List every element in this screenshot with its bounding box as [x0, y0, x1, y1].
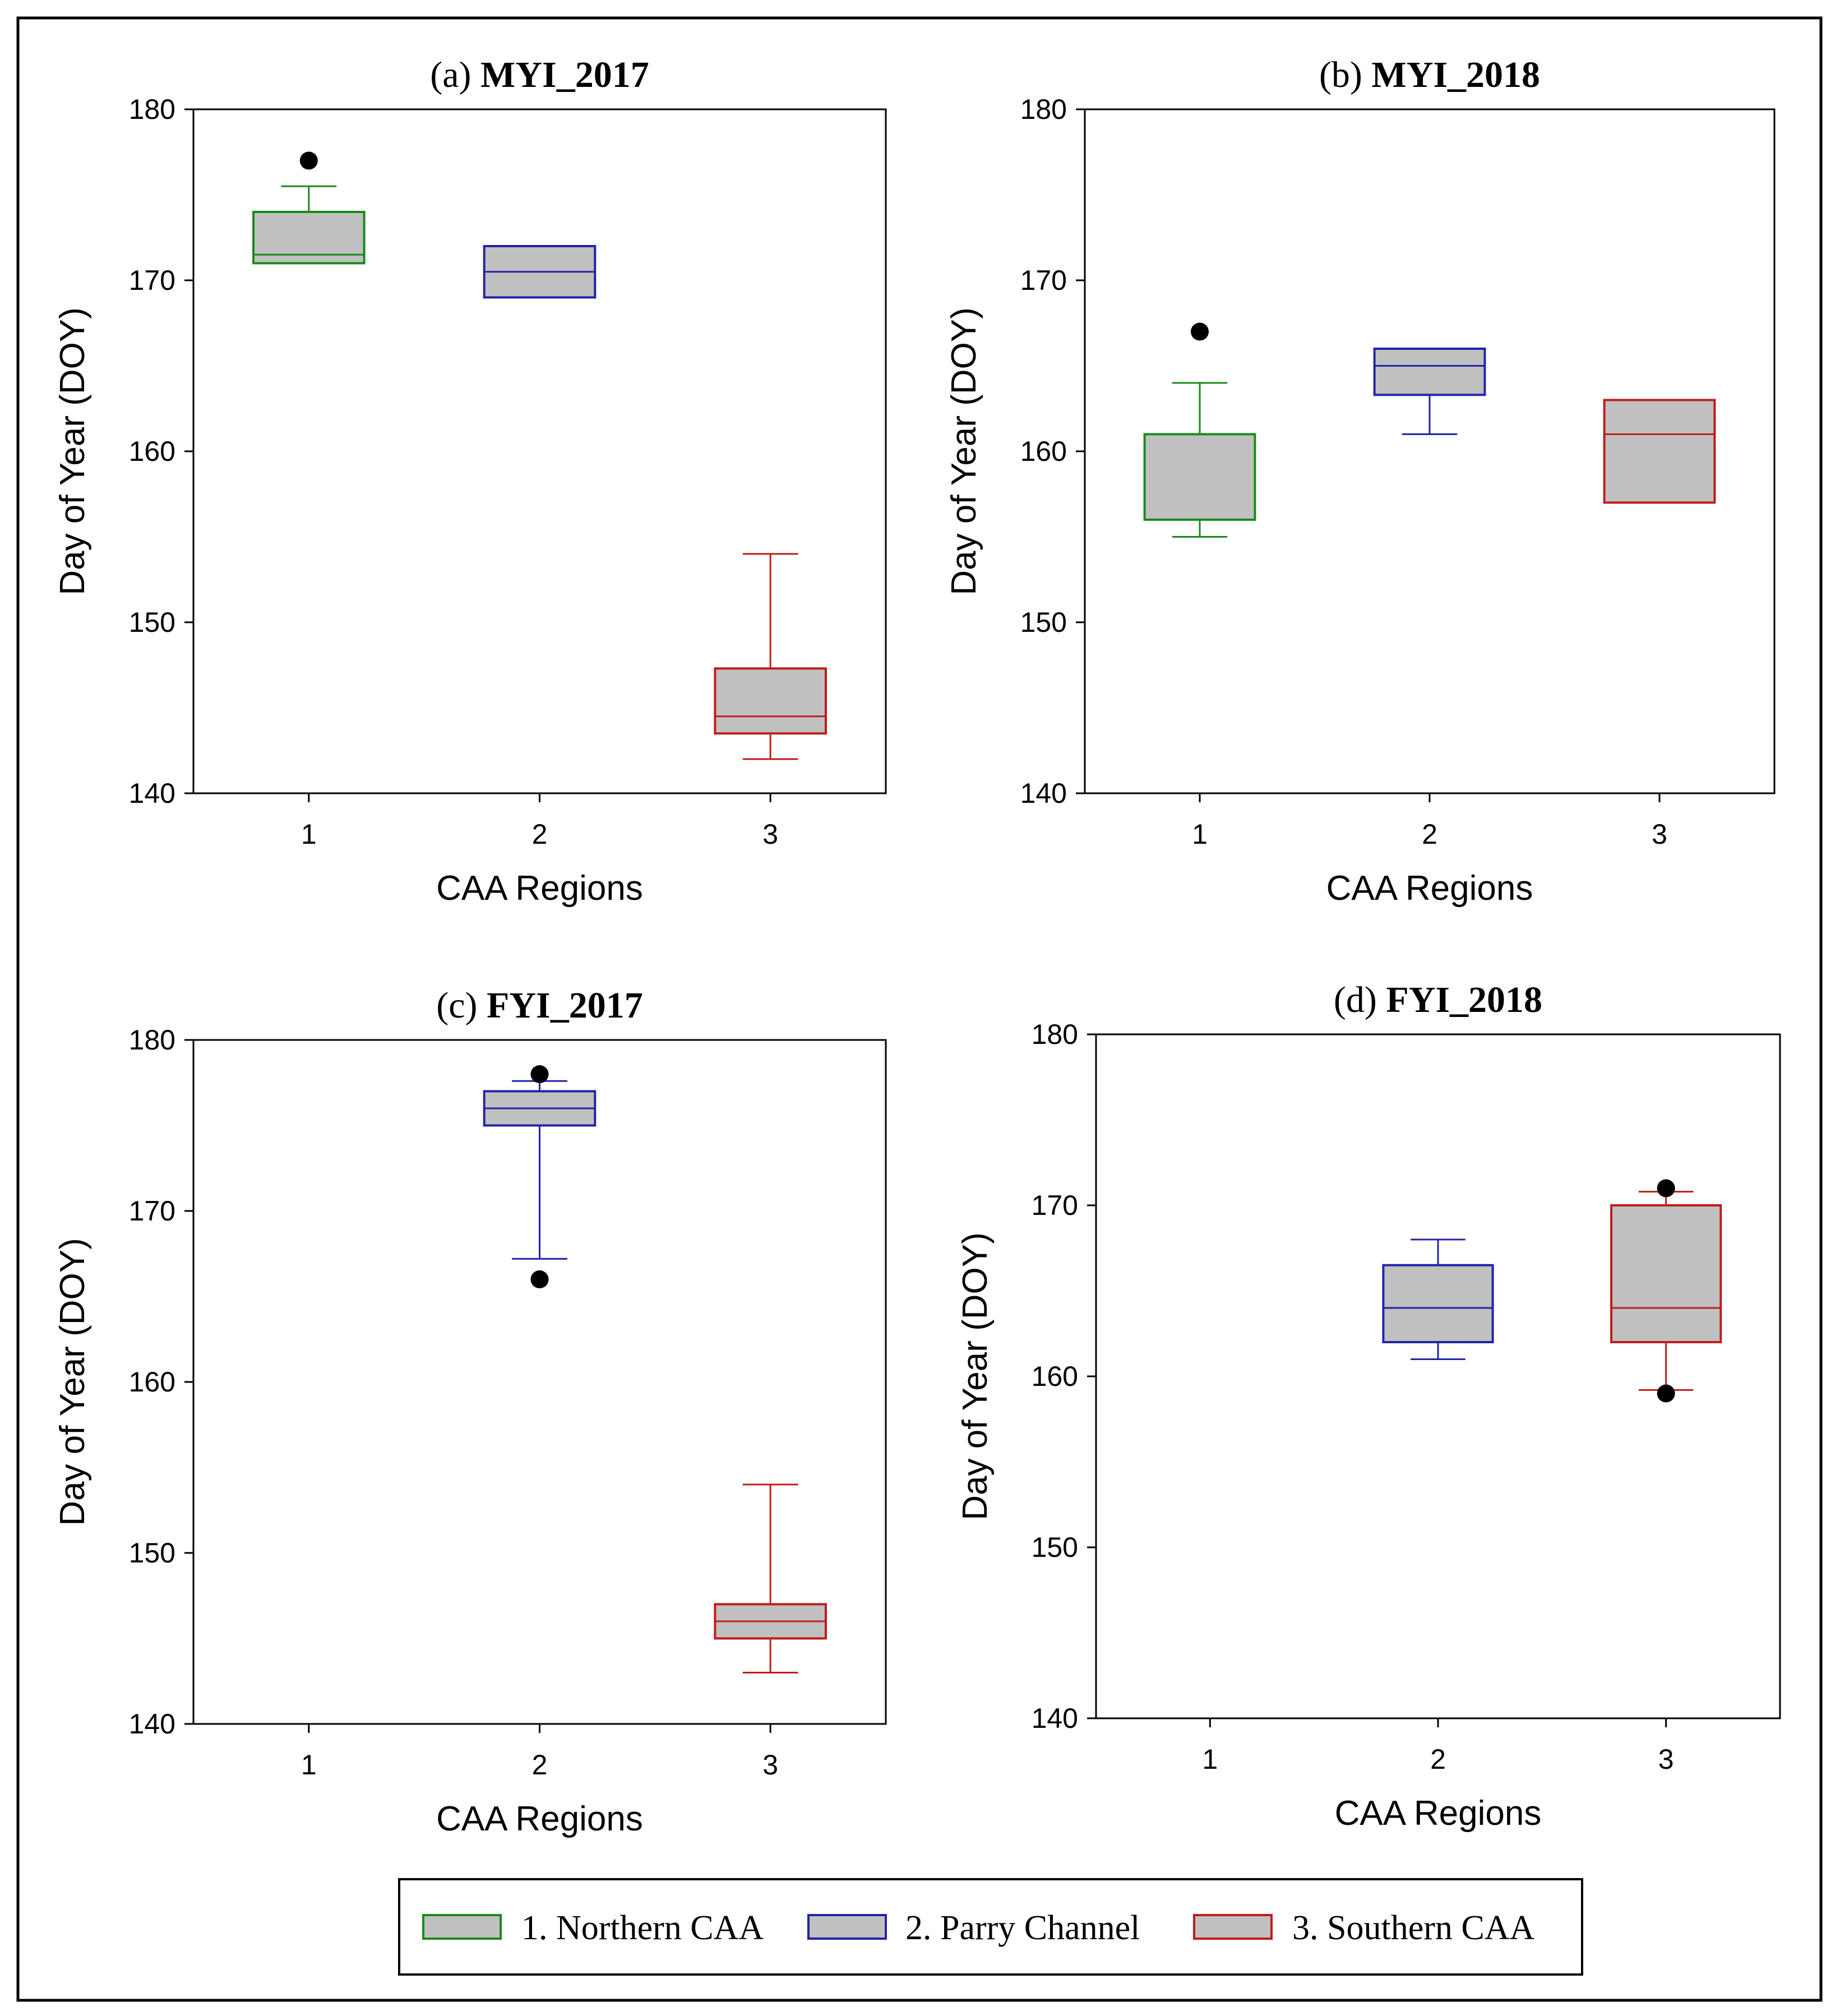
panel-title-text: FYI_2017 [487, 985, 643, 1026]
legend-label: 1. Northern CAA [521, 1909, 764, 1947]
box-iqr [1373, 348, 1486, 396]
y-tick-label: 170 [129, 265, 175, 296]
box-region-1 [1143, 322, 1256, 538]
y-tick-label: 140 [1032, 1703, 1078, 1734]
panel-a: (a) MYI_2017 140 150 160 170 180 1 2 3 CAA Region… [53, 54, 887, 908]
x-tick-label: 3 [1658, 1744, 1674, 1775]
panel-letter: (c) [436, 985, 487, 1026]
x-tick-label: 3 [762, 819, 778, 850]
outlier-point [530, 1065, 549, 1083]
box-region-1 [252, 151, 366, 265]
y-tick-label: 150 [1020, 607, 1067, 638]
legend-item-1: 1. Northern CAA [422, 1909, 764, 1947]
x-tick-label: 2 [532, 819, 548, 850]
box-iqr [1143, 433, 1256, 521]
box-iqr [252, 211, 366, 265]
box-region-2 [1382, 1238, 1494, 1360]
x-axis-label: CAA Regions [1326, 869, 1533, 908]
figure-frame [16, 16, 1823, 2002]
panel-title: (d) FYI_2018 [1334, 979, 1542, 1020]
legend-swatch [422, 1914, 502, 1940]
outlier-point [1191, 322, 1209, 341]
legend-swatch [807, 1914, 887, 1940]
panel-title-text: MYI_2017 [480, 54, 649, 95]
box-region-3 [1610, 1179, 1722, 1403]
panel-letter: (a) [430, 54, 480, 95]
legend-label: 2. Parry Channel [905, 1909, 1140, 1947]
box-region-2 [483, 245, 597, 299]
outlier-point [1657, 1179, 1675, 1197]
y-tick-label: 160 [1020, 436, 1067, 467]
y-axis-label: Day of Year (DOY) [53, 1238, 92, 1525]
y-tick-label: 180 [129, 1024, 175, 1056]
box-iqr [1603, 399, 1716, 504]
panel-title-text: FYI_2018 [1386, 979, 1542, 1020]
y-axis-label: Day of Year (DOY) [53, 307, 92, 595]
box-iqr [714, 667, 827, 735]
legend-label: 3. Southern CAA [1292, 1909, 1535, 1947]
y-tick-label: 160 [129, 1366, 175, 1398]
x-tick-label: 1 [301, 1749, 317, 1781]
outlier-point [530, 1270, 549, 1288]
y-tick-label: 140 [1020, 778, 1067, 809]
y-tick-label: 170 [129, 1195, 175, 1227]
y-tick-label: 150 [129, 607, 175, 638]
legend-swatch [1193, 1914, 1273, 1940]
x-tick-label: 2 [1422, 819, 1437, 850]
outlier-point [299, 151, 318, 170]
y-tick-label: 170 [1020, 265, 1067, 296]
box-region-3 [714, 1483, 827, 1673]
panel-title: (b) MYI_2018 [1319, 54, 1540, 95]
y-tick-label: 170 [1032, 1190, 1078, 1221]
y-tick-label: 180 [1032, 1019, 1078, 1050]
x-tick-label: 2 [532, 1749, 548, 1781]
x-axis-label: CAA Regions [1335, 1794, 1542, 1833]
x-axis-label: CAA Regions [436, 1800, 643, 1838]
y-axis-label: Day of Year (DOY) [956, 1232, 995, 1520]
y-tick-label: 140 [129, 1708, 175, 1740]
panel-title-text: MYI_2018 [1371, 54, 1540, 95]
panel-b: (b) MYI_2018 140 150 160 170 180 1 2 3 CAA Region… [945, 54, 1776, 908]
y-axis-label: Day of Year (DOY) [945, 307, 983, 595]
box-region-3 [1603, 399, 1716, 504]
y-tick-label: 180 [129, 94, 175, 125]
panel-d: (d) FYI_2018 140 150 160 170 180 1 2 3 CAA Region… [956, 979, 1781, 1833]
panel-title: (a) MYI_2017 [430, 54, 649, 95]
y-tick-label: 180 [1020, 94, 1067, 125]
panel-title: (c) FYI_2017 [436, 985, 642, 1026]
legend-frame [398, 1878, 1583, 1976]
x-tick-label: 1 [301, 819, 317, 850]
legend-item-2: 2. Parry Channel [807, 1909, 1140, 1947]
box-iqr [1382, 1264, 1494, 1343]
y-tick-label: 160 [129, 436, 175, 467]
y-tick-label: 140 [129, 778, 175, 809]
x-axis-label: CAA Regions [436, 869, 643, 908]
panel-letter: (d) [1334, 979, 1386, 1020]
legend: 1. Northern CAA 2. Parry Channel 3. Southe… [398, 1878, 1583, 1976]
box-iqr [1610, 1204, 1722, 1343]
y-tick-label: 150 [129, 1537, 175, 1569]
x-tick-label: 3 [1652, 819, 1667, 850]
x-tick-label: 2 [1430, 1744, 1446, 1775]
panel-c: (c) FYI_2017 140 150 160 170 180 1 2 3 CAA Region… [53, 985, 887, 1838]
y-tick-label: 150 [1032, 1532, 1078, 1563]
x-tick-label: 3 [762, 1749, 778, 1781]
panel-letter: (b) [1319, 54, 1371, 95]
box-region-2 [1373, 348, 1486, 435]
box-region-3 [714, 553, 827, 760]
x-tick-label: 1 [1202, 1744, 1218, 1775]
box-region-2 [483, 1065, 597, 1288]
y-tick-label: 160 [1032, 1361, 1078, 1392]
outlier-point [1657, 1384, 1675, 1403]
legend-item-3: 3. Southern CAA [1193, 1909, 1535, 1947]
x-tick-label: 1 [1192, 819, 1208, 850]
